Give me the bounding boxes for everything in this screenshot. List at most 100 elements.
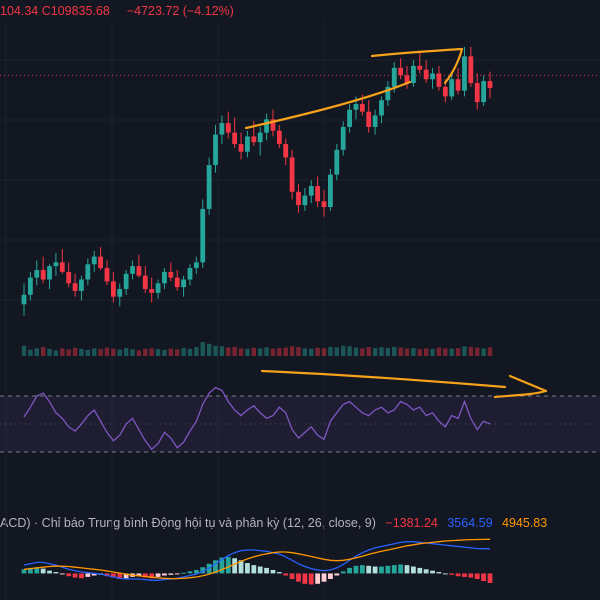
candle-body <box>436 73 442 87</box>
candle-body <box>257 132 263 143</box>
candle <box>193 256 199 274</box>
volume-bar <box>315 347 320 356</box>
candle-body <box>353 104 359 110</box>
open-fragment: 104.34 <box>0 4 39 18</box>
volume-bar <box>353 347 359 356</box>
candle <box>487 71 493 99</box>
candle <box>302 187 308 211</box>
candle-body <box>34 269 40 278</box>
candle <box>174 269 180 291</box>
macd-hist-bar <box>117 573 123 579</box>
candle-body <box>213 134 218 166</box>
candle-body <box>379 100 384 116</box>
candle <box>66 262 72 288</box>
macd-hist-bar <box>442 573 448 575</box>
volume-bar <box>143 348 148 356</box>
candle-body <box>162 271 167 284</box>
candle-body <box>168 271 174 278</box>
candle <box>142 266 148 293</box>
macd-hist-bar <box>404 565 410 574</box>
close-value: 109835.68 <box>50 4 110 18</box>
candle <box>232 117 238 148</box>
candle-body <box>130 266 135 274</box>
macd-hist-bar <box>85 573 91 577</box>
macd-hist-bar <box>366 565 372 574</box>
macd-hist-bar <box>417 567 423 574</box>
candle-body <box>85 264 91 280</box>
macd-hist-bar <box>270 569 276 574</box>
candle <box>328 168 333 211</box>
candle-body <box>264 119 269 133</box>
macd-hist-bar <box>181 572 186 574</box>
candle <box>283 138 289 166</box>
macd-hist-bar <box>385 565 391 574</box>
candle <box>130 260 135 280</box>
candle <box>398 58 404 80</box>
volume-bar <box>443 348 448 356</box>
macd-hist-bar <box>430 570 435 574</box>
candle-body <box>283 144 289 158</box>
candle-body <box>289 157 295 192</box>
volume-bar <box>462 346 467 356</box>
volume-bar <box>404 348 410 356</box>
macd-histogram <box>21 556 493 585</box>
candle <box>430 67 435 89</box>
rsi-divergence-line <box>260 369 507 389</box>
candle-body <box>59 262 65 272</box>
macd-hist-bar <box>334 573 340 576</box>
candle-body <box>206 165 212 209</box>
candle-body <box>410 65 416 84</box>
candle <box>98 247 104 270</box>
macd-hist-bar <box>232 558 238 574</box>
volume-bar <box>302 348 308 356</box>
candle-body <box>110 281 116 297</box>
macd-hist-bar <box>462 573 467 577</box>
candle <box>21 283 27 316</box>
candle <box>219 115 225 145</box>
volume-bar <box>47 348 52 356</box>
candle-body <box>149 289 155 293</box>
volume-bar <box>372 348 378 356</box>
candle-body <box>449 79 455 97</box>
candle <box>321 189 327 217</box>
close-label: C <box>41 4 51 18</box>
candle <box>372 109 378 135</box>
candle <box>162 268 167 290</box>
candle <box>315 176 321 208</box>
candle <box>104 260 110 286</box>
macd-hist-bar <box>455 573 461 577</box>
volume-bar <box>423 348 429 356</box>
volume-bar <box>455 348 461 356</box>
candle-body <box>417 65 423 70</box>
candle <box>449 73 455 101</box>
macd-hist-bar <box>315 573 321 584</box>
volume-bar <box>398 347 403 356</box>
volume-bar <box>53 350 59 356</box>
candle <box>34 260 40 286</box>
volume-bar <box>257 348 263 356</box>
macd-hist-bar <box>481 573 487 582</box>
volume-bar <box>366 347 371 356</box>
candle-body <box>398 67 404 76</box>
candle <box>245 130 250 158</box>
macd-hist-bar <box>213 560 218 574</box>
volume-bar <box>98 349 103 356</box>
candle <box>79 275 84 301</box>
candle-body <box>315 186 321 202</box>
macd-hist-bar <box>168 573 174 575</box>
candle-body <box>251 136 257 143</box>
candles <box>21 46 493 316</box>
volume-bar <box>130 349 135 356</box>
volume-bar <box>187 348 193 356</box>
candle <box>410 60 416 87</box>
change-value: −4723.72 (−4.12%) <box>126 4 234 18</box>
macd-hist-bar <box>436 572 442 574</box>
macd-hist-bar <box>123 573 129 579</box>
candle-body <box>142 275 148 290</box>
macd-legend[interactable]: ACD) · Chỉ báo Trung bình Động hội tụ và… <box>0 516 547 530</box>
macd-hist-bar <box>410 566 416 574</box>
macd-hist-bar <box>136 573 142 577</box>
candle <box>289 149 295 200</box>
candle <box>40 256 46 284</box>
